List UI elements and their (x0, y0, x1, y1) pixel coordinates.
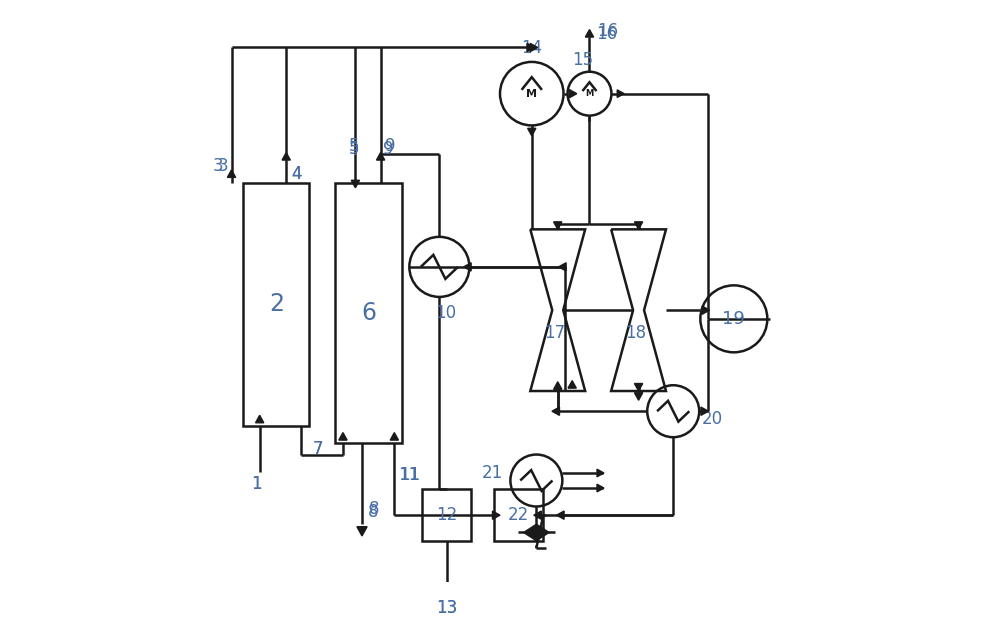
Text: 16: 16 (596, 25, 618, 43)
Text: 10: 10 (435, 305, 456, 323)
Text: 8: 8 (369, 501, 379, 519)
Text: 14: 14 (521, 38, 542, 57)
Text: 12: 12 (436, 506, 457, 524)
Text: 19: 19 (722, 310, 745, 328)
Polygon shape (530, 43, 538, 51)
Text: 7: 7 (312, 440, 323, 458)
Polygon shape (351, 180, 359, 188)
Text: 8: 8 (368, 503, 378, 521)
Polygon shape (701, 407, 708, 415)
Text: 1: 1 (251, 475, 262, 493)
Text: 5: 5 (348, 140, 359, 158)
Polygon shape (568, 381, 576, 388)
Text: 13: 13 (436, 599, 457, 617)
Text: 3: 3 (218, 157, 229, 175)
Polygon shape (554, 382, 562, 389)
Text: 11: 11 (399, 466, 420, 484)
Bar (422, 489, 471, 541)
Polygon shape (534, 511, 541, 519)
Text: 5: 5 (348, 137, 359, 154)
Polygon shape (390, 433, 398, 440)
Polygon shape (527, 43, 534, 51)
Text: 9: 9 (383, 140, 394, 158)
Text: 1: 1 (251, 475, 262, 493)
Text: 7: 7 (312, 440, 323, 458)
Polygon shape (464, 263, 471, 271)
Polygon shape (256, 415, 264, 423)
Text: 16: 16 (598, 22, 619, 40)
Text: 11: 11 (398, 466, 420, 484)
Polygon shape (585, 30, 594, 37)
Polygon shape (552, 407, 559, 415)
Text: 4: 4 (291, 166, 301, 184)
Text: M: M (585, 89, 594, 98)
Polygon shape (634, 222, 643, 229)
Text: 17: 17 (544, 324, 565, 342)
Polygon shape (492, 511, 500, 519)
Text: 20: 20 (702, 410, 723, 428)
Polygon shape (634, 384, 643, 391)
Text: 3: 3 (212, 157, 223, 175)
Polygon shape (524, 524, 536, 541)
Text: 18: 18 (625, 324, 646, 342)
Polygon shape (227, 170, 236, 177)
Polygon shape (569, 90, 577, 98)
Bar (335, 183, 402, 443)
Text: 21: 21 (482, 464, 503, 481)
Bar (494, 489, 543, 541)
Polygon shape (357, 527, 367, 536)
Polygon shape (554, 222, 562, 229)
Polygon shape (597, 485, 604, 492)
Polygon shape (557, 511, 564, 519)
Polygon shape (597, 469, 604, 477)
Polygon shape (617, 90, 624, 98)
Bar (243, 183, 309, 426)
Polygon shape (702, 306, 710, 315)
Polygon shape (376, 153, 385, 160)
Text: 9: 9 (385, 137, 395, 154)
Polygon shape (282, 153, 290, 160)
Polygon shape (339, 433, 347, 440)
Polygon shape (528, 129, 536, 136)
Text: 2: 2 (269, 292, 284, 316)
Polygon shape (559, 263, 566, 271)
Text: M: M (526, 88, 537, 99)
Polygon shape (536, 524, 549, 541)
Text: 15: 15 (572, 51, 593, 69)
Polygon shape (442, 596, 452, 605)
Polygon shape (634, 393, 643, 400)
Text: 4: 4 (291, 166, 301, 184)
Text: 13: 13 (436, 599, 457, 617)
Text: 6: 6 (361, 301, 376, 325)
Text: 22: 22 (508, 506, 529, 524)
